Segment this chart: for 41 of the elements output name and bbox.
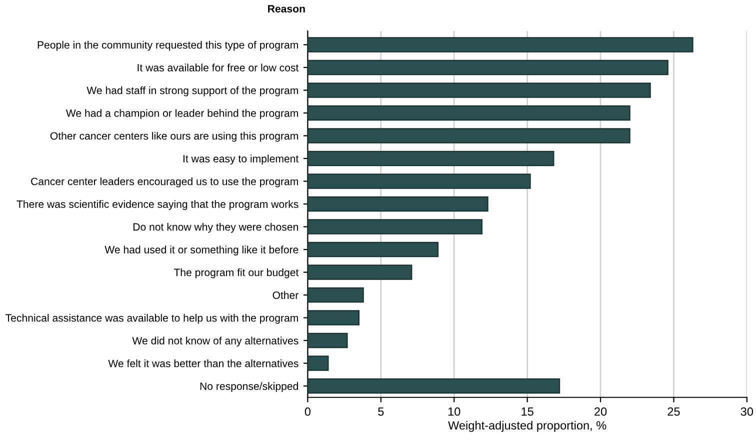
x-axis-title: Weight-adjusted proportion, % — [448, 420, 606, 432]
y-tick-label: Cancer center leaders encouraged us to use the program — [31, 177, 298, 188]
x-tick-label: 25 — [668, 407, 680, 416]
y-tick-label: We had staff in strong support of the program — [86, 86, 298, 96]
bar — [308, 128, 630, 144]
x-tick-label: 5 — [378, 408, 384, 416]
y-tick-label: There was scientific evidence saying that the program works — [16, 200, 298, 210]
bar — [308, 356, 329, 371]
x-tick-label: 30 — [740, 407, 754, 416]
x-tick-label: 15 — [522, 408, 534, 416]
y-tick-label: We had used it or something like it before — [104, 246, 298, 256]
x-tick-label: 10 — [448, 407, 460, 416]
y-tick-label: It was easy to implement — [183, 154, 299, 165]
bar — [308, 332, 348, 348]
bar — [308, 174, 531, 189]
bar — [308, 150, 554, 166]
y-tick-label: We had a champion or leader behind the program — [66, 109, 298, 119]
bar — [308, 60, 668, 76]
y-axis-title: Reason — [268, 5, 305, 13]
y-tick-label: Other — [272, 291, 298, 299]
x-tick-label: 0 — [304, 407, 311, 416]
y-tick-label: It was available for free or low cost — [138, 64, 299, 72]
bar — [308, 82, 651, 98]
x-tick-label: 20 — [594, 407, 607, 416]
y-tick-label: People in the community requested this type of program — [38, 40, 298, 51]
y-tick-label: We felt it was better than the alternatives — [108, 359, 298, 368]
bar — [308, 219, 482, 234]
bar — [308, 196, 488, 212]
bar — [308, 287, 364, 303]
bar — [308, 310, 360, 326]
y-tick-label: We did not know of any alternatives — [132, 336, 298, 347]
y-tick-label: Do not know why they were chosen — [133, 222, 298, 233]
bar — [308, 378, 560, 394]
y-tick-label: Technical assistance was available to help us with the program — [6, 314, 298, 324]
bar — [308, 105, 630, 121]
y-tick-label: No response/skipped — [200, 382, 298, 392]
bar — [308, 264, 412, 280]
bar — [308, 242, 439, 258]
y-tick-label: Other cancer centers like ours are using this program — [50, 132, 298, 142]
bar — [308, 37, 694, 52]
y-tick-label: The program fit our budget — [174, 268, 299, 278]
